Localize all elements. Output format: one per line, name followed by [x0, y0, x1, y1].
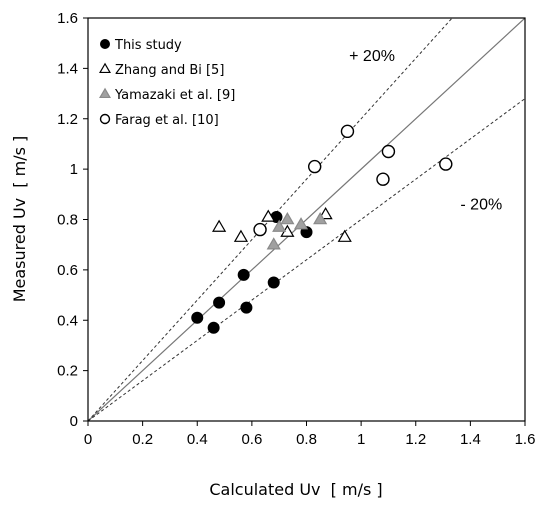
data-point [318, 206, 333, 220]
y-tick-label: 1.4 [57, 60, 78, 77]
x-tick-label: 0 [84, 431, 92, 448]
legend-marker [99, 87, 111, 99]
legend-marker [99, 62, 111, 74]
data-point [376, 172, 390, 186]
reference-line-upper [88, 18, 453, 421]
legend-label: This study [114, 38, 182, 53]
x-tick-label: 1.6 [515, 431, 536, 448]
x-tick-label: 0.6 [241, 431, 262, 448]
data-point [207, 321, 220, 334]
series-1 [191, 210, 313, 334]
legend: This study Zhang and Bi [5] Yamazaki et al… [99, 38, 235, 128]
x-tick-label: 0.2 [132, 431, 153, 448]
x-tick-label: 1.4 [460, 431, 481, 448]
data-point [313, 212, 328, 225]
data-point [261, 209, 276, 222]
y-tick-label: 0.2 [57, 363, 78, 380]
legend-label: Yamazaki et al. [9] [114, 88, 235, 103]
x-tick-label: 1.2 [405, 431, 426, 448]
data-point [191, 311, 204, 324]
x-axis-title: Calculated Uv [ m/s ] [209, 480, 382, 499]
legend-label: Zhang and Bi [5] [115, 63, 224, 78]
x-tick-label: 1 [357, 431, 365, 448]
data-point [307, 159, 322, 174]
reference-line-label: - 20% [460, 196, 502, 213]
data-point [280, 212, 295, 225]
data-point [267, 276, 280, 289]
series-4 [253, 124, 453, 237]
data-point [253, 222, 267, 237]
y-tick-label: 0 [70, 413, 78, 430]
legend-marker [100, 39, 110, 49]
y-tick-label: 0.4 [57, 312, 78, 329]
data-point [240, 301, 253, 314]
y-tick-label: 1.6 [57, 10, 78, 27]
y-axis: 0 0.2 0.4 0.6 0.8 1 1.2 1.4 1.6 [57, 10, 88, 430]
y-tick-label: 0.6 [57, 262, 78, 279]
reference-line-lower [88, 98, 525, 421]
data-point [213, 296, 226, 309]
x-tick-label: 0.8 [296, 431, 317, 448]
x-axis: 0 0.2 0.4 0.6 0.8 1 1.2 1.4 1.6 [84, 421, 536, 448]
y-tick-label: 1 [70, 161, 78, 178]
y-tick-label: 0.8 [57, 212, 78, 229]
data-point [340, 124, 355, 139]
y-tick-label: 1.2 [57, 111, 78, 128]
data-point [337, 229, 352, 242]
legend-marker [99, 113, 111, 125]
reference-line-identity [88, 18, 525, 421]
data-point [381, 144, 396, 159]
data-point [237, 268, 250, 281]
data-point [212, 219, 227, 232]
reference-lines [88, 18, 525, 421]
reference-line-label: + 20% [349, 48, 395, 65]
series-2 [212, 206, 352, 242]
series-3 [266, 212, 328, 250]
data-point [272, 219, 287, 232]
data-points [191, 124, 453, 334]
legend-label: Farag et al. [10] [115, 113, 219, 128]
data-point [293, 217, 309, 230]
data-point [233, 229, 249, 242]
y-axis-title: Measured Uv [ m/s ] [10, 136, 29, 303]
annotations: + 20% - 20% [349, 48, 502, 214]
data-point [439, 157, 453, 171]
x-tick-label: 0.4 [187, 431, 208, 448]
data-point [266, 237, 281, 250]
